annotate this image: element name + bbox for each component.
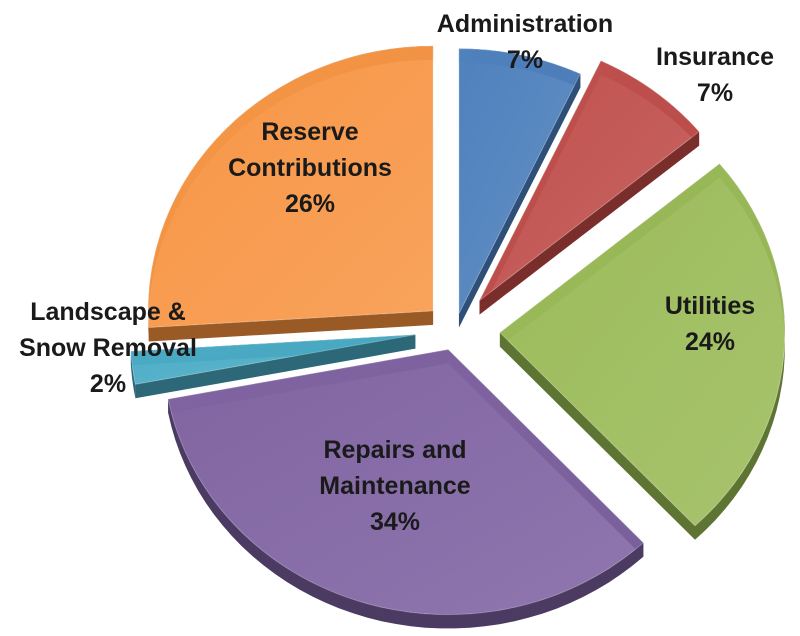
- slice-label: Administration 7%: [437, 10, 613, 74]
- pie-slice: [479, 60, 700, 301]
- pie-slice: [147, 45, 434, 329]
- pie-slice: [499, 163, 786, 527]
- slice-label: Repairs and Maintenance 34%: [319, 436, 471, 536]
- pie-slice-edge: [148, 45, 434, 342]
- slice-label: Insurance 7%: [656, 43, 774, 107]
- slice-label: Landscape & Snow Removal 2%: [19, 298, 197, 398]
- pie-slice: [167, 348, 645, 616]
- slice-label: Reserve Contributions 26%: [228, 118, 392, 218]
- pie-slice: [458, 48, 581, 314]
- slice-label: Utilities 24%: [665, 292, 755, 356]
- pie-slice: [130, 334, 416, 385]
